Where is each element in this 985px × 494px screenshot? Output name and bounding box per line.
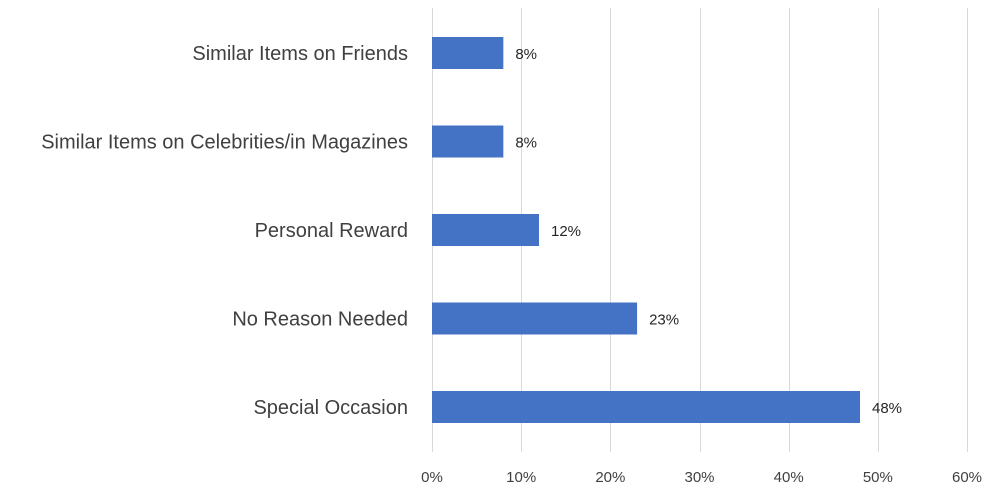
category-label: Similar Items on Friends	[192, 43, 408, 65]
bars	[432, 37, 860, 423]
x-tick-label: 0%	[421, 469, 443, 486]
bar	[432, 37, 504, 69]
x-tick-label: 40%	[774, 469, 804, 486]
data-label: 23%	[649, 312, 679, 329]
bar	[432, 125, 504, 158]
gridlines	[432, 8, 968, 452]
data-label: 12%	[551, 223, 581, 240]
x-tick-label: 50%	[863, 469, 893, 486]
bar	[432, 302, 638, 335]
category-label: Similar Items on Celebrities/in Magazine…	[41, 132, 408, 154]
data-label: 8%	[515, 135, 537, 152]
x-axis-tick-labels: 0% 10% 20% 30% 40% 50% 60%	[421, 469, 982, 486]
data-labels: 8% 8% 12% 23% 48%	[515, 46, 902, 417]
category-label: Special Occasion	[253, 397, 408, 419]
x-tick-label: 20%	[595, 469, 625, 486]
x-tick-label: 10%	[506, 469, 536, 486]
category-label: Personal Reward	[255, 220, 408, 242]
x-tick-label: 30%	[684, 469, 714, 486]
x-tick-label: 60%	[952, 469, 982, 486]
bar	[432, 214, 539, 246]
data-label: 8%	[515, 46, 537, 63]
category-label: No Reason Needed	[232, 309, 408, 331]
category-labels: Similar Items on Friends Similar Items on…	[41, 43, 408, 419]
data-label: 48%	[872, 400, 902, 417]
bar	[432, 391, 860, 423]
